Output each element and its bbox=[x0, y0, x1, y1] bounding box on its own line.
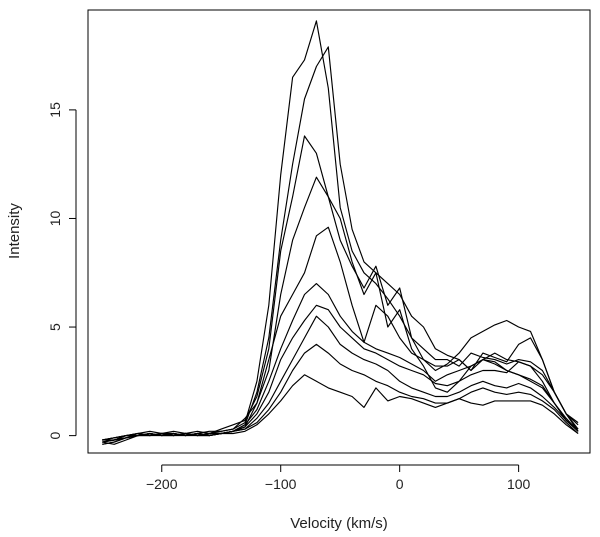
x-tick-label: 0 bbox=[396, 476, 404, 492]
y-tick-label: 5 bbox=[47, 323, 63, 331]
plot-frame bbox=[87, 9, 591, 454]
series-line-5 bbox=[102, 226, 579, 443]
x-tick-label: −100 bbox=[265, 476, 297, 492]
y-axis-title: Intensity bbox=[6, 203, 23, 259]
series-line-9 bbox=[102, 343, 579, 441]
series-line-8 bbox=[102, 315, 579, 441]
series-layer bbox=[102, 20, 579, 445]
y-tick-label: 15 bbox=[47, 102, 63, 118]
x-axis-title: Velocity (km/s) bbox=[290, 515, 388, 532]
y-tick-label: 0 bbox=[47, 432, 63, 440]
series-line-10 bbox=[102, 374, 579, 443]
x-tick-label: −200 bbox=[146, 476, 178, 492]
x-tick-label: 100 bbox=[507, 476, 531, 492]
axes-layer: −200 −100 0 100 0 5 10 15 bbox=[47, 102, 531, 492]
y-tick-label: 10 bbox=[47, 210, 63, 226]
